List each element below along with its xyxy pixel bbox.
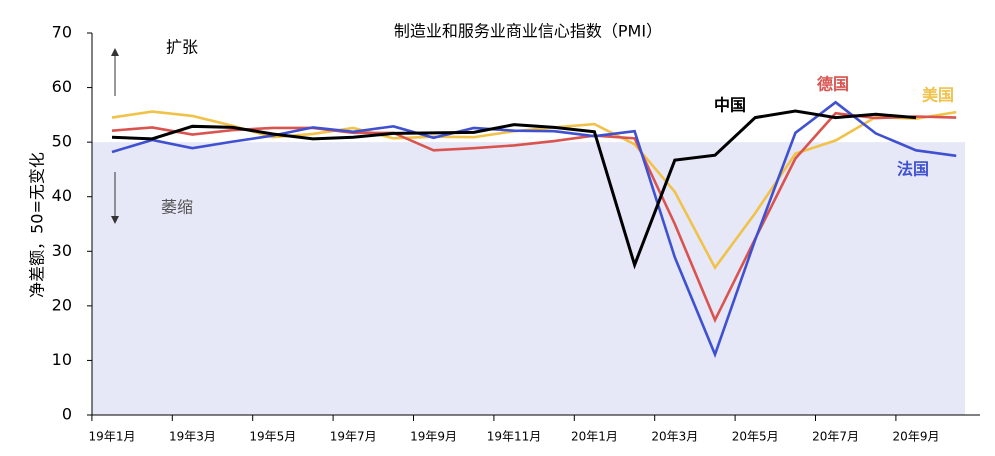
series-label: 美国 — [922, 86, 954, 105]
series-label: 法国 — [897, 160, 929, 179]
x-tick-label: 20年3月 — [651, 430, 698, 444]
x-tick-label: 19年9月 — [410, 430, 457, 444]
series-label: 德国 — [817, 75, 849, 94]
y-tick-label: 20 — [52, 295, 72, 314]
series-line — [111, 100, 957, 359]
series-line — [111, 111, 957, 324]
series-label: 中国 — [714, 96, 746, 115]
annotation: 扩张 — [166, 38, 198, 57]
x-tick-label: 20年9月 — [893, 430, 940, 444]
x-tick-label: 20年5月 — [732, 430, 779, 444]
y-tick-label: 30 — [52, 241, 72, 260]
x-tick-label: 19年3月 — [169, 430, 216, 444]
y-tick-label: 70 — [52, 23, 72, 42]
arrow-head — [111, 48, 119, 56]
x-tick-label: 19年1月 — [89, 430, 136, 444]
x-tick-label: 19年5月 — [249, 430, 296, 444]
arrow-head — [111, 216, 119, 224]
series-line — [111, 109, 917, 270]
y-tick-label: 10 — [52, 350, 72, 369]
x-tick-label: 20年7月 — [812, 430, 859, 444]
y-tick-label: 50 — [52, 132, 72, 151]
x-tick-label: 19年11月 — [487, 430, 542, 444]
y-tick-label: 40 — [52, 186, 72, 205]
y-tick-label: 60 — [52, 77, 72, 96]
x-tick-label: 20年1月 — [571, 430, 618, 444]
annotation: 萎缩 — [161, 198, 193, 217]
y-axis-label: 净差额，50=无变化 — [28, 152, 47, 298]
x-tick-label: 19年7月 — [330, 430, 377, 444]
y-tick-label: 0 — [62, 405, 72, 424]
shaded-region — [92, 142, 965, 415]
chart-title: 制造业和服务业商业信心指数（PMI） — [394, 22, 662, 41]
